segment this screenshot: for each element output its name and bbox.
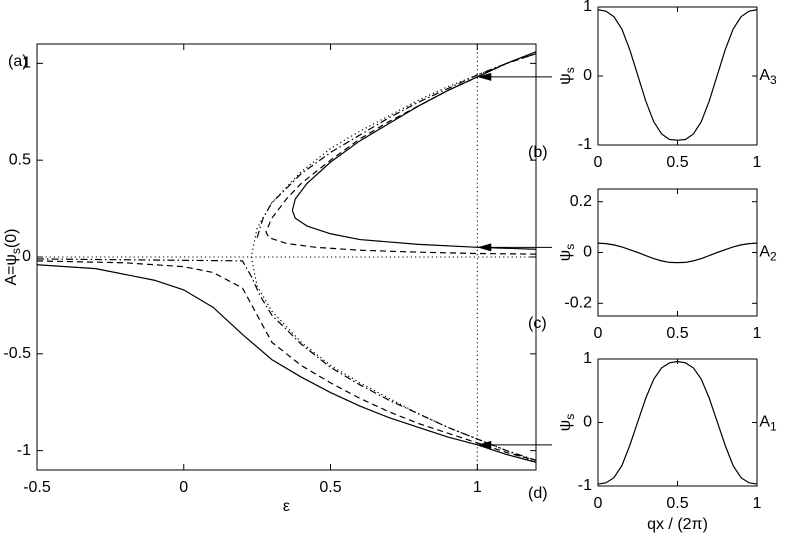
curve bbox=[291, 51, 537, 250]
y-tick-label: 1 bbox=[22, 55, 31, 72]
x-axis-label: ε bbox=[283, 498, 290, 515]
y-tick-label: 0 bbox=[583, 244, 592, 261]
y-axis-label: A=ψs(0) bbox=[3, 229, 23, 286]
x-tick-label: 0.5 bbox=[319, 479, 341, 496]
panel-label: (b) bbox=[528, 144, 548, 161]
curve-label: A3 bbox=[759, 67, 777, 87]
x-tick-label: 0.5 bbox=[666, 325, 688, 342]
y-axis-label-sub: s bbox=[563, 414, 577, 420]
x-tick-label: 0 bbox=[179, 479, 188, 496]
y-axis-label-sub: s bbox=[563, 244, 577, 250]
arrow bbox=[477, 72, 552, 81]
curve-label-sub: 1 bbox=[770, 420, 777, 434]
y-tick-label: 0 bbox=[22, 248, 31, 265]
panel: 0 0.5 1-0.200.2(c) bbox=[528, 188, 762, 342]
curve bbox=[597, 360, 758, 485]
arrow-head bbox=[477, 72, 492, 81]
curve-label-sub: 3 bbox=[770, 73, 777, 87]
curve-label: A1 bbox=[759, 414, 777, 434]
arrow-head bbox=[477, 243, 492, 252]
x-tick-label: 1 bbox=[473, 479, 482, 496]
curve-label: A2 bbox=[759, 244, 777, 264]
x-tick-label: 1 bbox=[753, 495, 762, 512]
x-tick-label: 1 bbox=[753, 325, 762, 342]
x-tick-label: -0.5 bbox=[23, 479, 51, 496]
arrow bbox=[477, 440, 552, 449]
panel-label: (d) bbox=[528, 485, 548, 502]
plot-frame bbox=[36, 43, 537, 471]
y-tick-label: 0.5 bbox=[9, 151, 31, 168]
x-tick-label: 1 bbox=[753, 154, 762, 171]
panel-label: (c) bbox=[528, 315, 547, 332]
panel: 0 0.5 1-101(d)qx / (2π) bbox=[528, 350, 762, 533]
y-axis-label-sub: s bbox=[563, 67, 577, 73]
y-tick-label: -1 bbox=[578, 136, 592, 153]
x-tick-label: 0.5 bbox=[666, 154, 688, 171]
curve bbox=[36, 264, 537, 463]
arrow-head bbox=[477, 440, 492, 449]
curve bbox=[265, 53, 537, 255]
curve-label-sub: 2 bbox=[770, 250, 777, 264]
y-axis-label-main: A=ψ bbox=[3, 254, 20, 285]
panel-label: (a) bbox=[8, 53, 28, 70]
y-tick-label: 0 bbox=[583, 67, 592, 84]
curve bbox=[597, 242, 758, 264]
y-tick-label: -1 bbox=[17, 442, 31, 459]
curve-label-main: A bbox=[759, 244, 770, 261]
curve-label-main: A bbox=[759, 67, 770, 84]
y-tick-label: 0 bbox=[583, 414, 592, 431]
y-axis-label-sub: s bbox=[9, 248, 23, 254]
plot-frame bbox=[597, 6, 758, 146]
y-axis-label-main: ψ bbox=[557, 250, 574, 261]
x-tick-label: 0 bbox=[594, 154, 603, 171]
panel: 0 0.5 1-101(b) bbox=[528, 0, 762, 171]
y-axis-label: ψs bbox=[557, 244, 577, 261]
y-tick-label: 0.2 bbox=[570, 193, 592, 210]
y-tick-label: 1 bbox=[583, 350, 592, 367]
curve bbox=[36, 260, 537, 461]
x-axis-label: qx / (2π) bbox=[647, 516, 708, 533]
x-tick-label: 0 bbox=[594, 495, 603, 512]
curve bbox=[597, 9, 758, 141]
y-tick-label: -1 bbox=[578, 477, 592, 494]
curve bbox=[250, 51, 537, 463]
y-axis-label-after: (0) bbox=[3, 229, 20, 249]
y-tick-label: -0.2 bbox=[564, 295, 592, 312]
y-axis-label-main: ψ bbox=[557, 420, 574, 431]
y-axis-label: ψs bbox=[557, 414, 577, 431]
panel: -0.5 0 0.5 1-1-0.500.51(a)ε bbox=[3, 43, 552, 515]
arrow bbox=[477, 243, 552, 252]
curve-label-main: A bbox=[759, 414, 770, 431]
plot-frame bbox=[597, 358, 758, 487]
y-tick-label: -0.5 bbox=[3, 345, 31, 362]
plot-frame bbox=[597, 188, 758, 317]
curve bbox=[36, 258, 537, 461]
curve bbox=[256, 53, 537, 238]
y-axis-label-main: ψ bbox=[557, 73, 574, 84]
y-tick-label: 1 bbox=[583, 0, 592, 15]
x-tick-label: 0.5 bbox=[666, 495, 688, 512]
x-tick-label: 0 bbox=[594, 325, 603, 342]
y-axis-label: ψs bbox=[557, 67, 577, 84]
